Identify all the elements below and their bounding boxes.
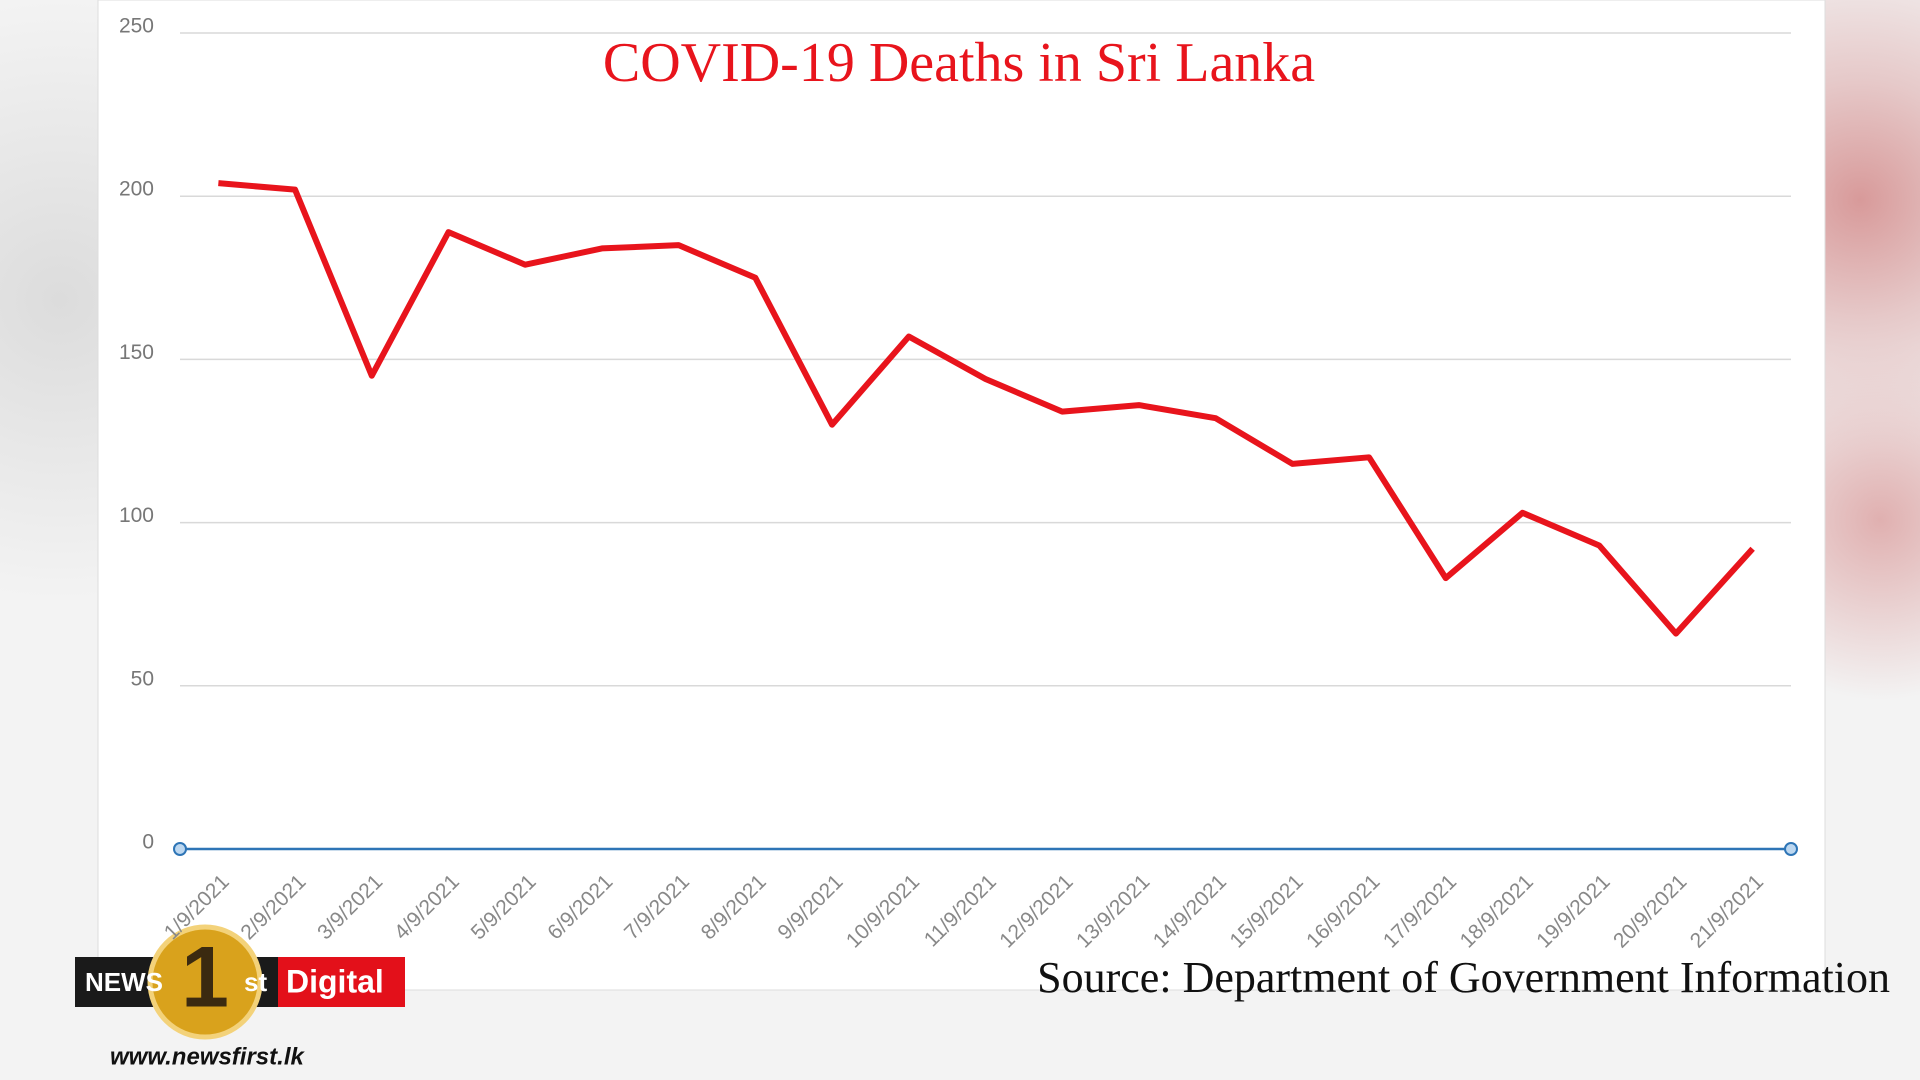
logo-news: NEWS [85,967,163,997]
logo-url: www.newsfirst.lk [110,1043,305,1070]
logo-suffix: st [244,967,267,997]
y-tick-label: 250 [119,15,154,38]
source-note: Source: Department of Government Informa… [1037,953,1890,1002]
axis-end [173,842,187,856]
axis-end [1784,842,1798,856]
logo: NEWS 1 st Digital www.newsfirst.lk [75,924,405,1070]
y-tick-label: 100 [119,504,154,527]
chart-title: COVID-19 Deaths in Sri Lanka [603,32,1315,94]
logo-circle [147,924,263,1040]
logo-number: 1 [181,930,229,1026]
data-line [218,180,1755,637]
y-tick-label: 50 [131,667,154,690]
y-tick-label: 0 [142,831,154,854]
logo-digital: Digital [286,963,384,999]
y-tick-label: 200 [119,178,154,201]
chart-panel [97,0,1826,991]
logo-red [278,957,405,1007]
y-tick-label: 150 [119,341,154,364]
